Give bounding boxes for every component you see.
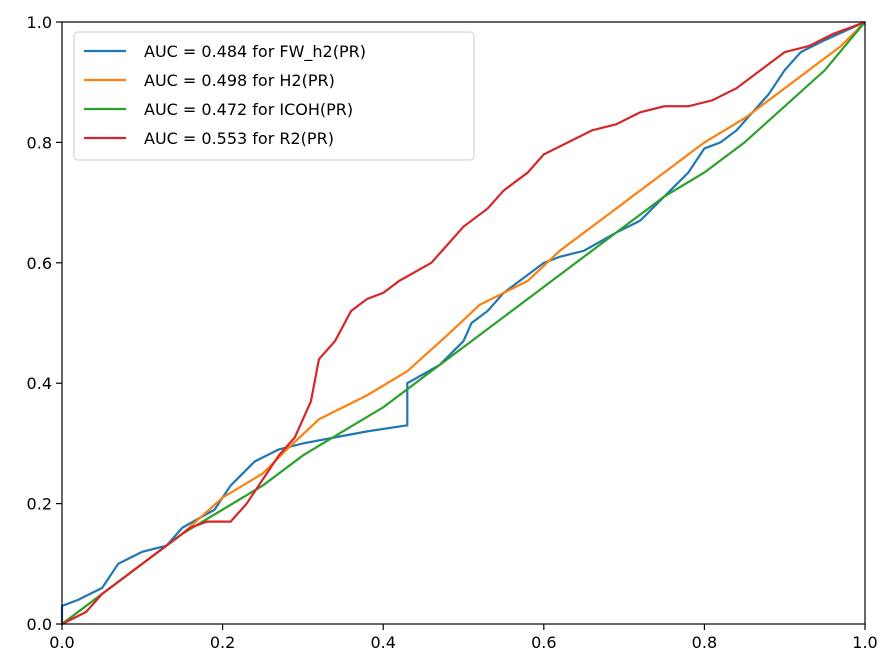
y-tick-label: 0.8 [27,133,52,152]
legend-label-2: AUC = 0.472 for ICOH(PR) [144,100,353,119]
x-tick-label: 0.2 [210,633,235,652]
x-axis: 0.0 0.2 0.4 0.6 0.8 1.0 [49,624,878,652]
y-tick-label: 1.0 [27,13,52,32]
y-tick-label: 0.0 [27,615,52,634]
x-tick-label: 0.4 [370,633,395,652]
legend: AUC = 0.484 for FW_h2(PR) AUC = 0.498 for… [73,31,475,161]
x-tick-label: 0.8 [692,633,717,652]
series-line-3 [61,20,866,625]
plot-area [60,20,866,625]
y-tick-label: 0.4 [27,374,52,393]
x-tick-label: 0.0 [49,633,74,652]
x-tick-label: 1.0 [852,633,877,652]
y-axis: 0.0 0.2 0.4 0.6 0.8 1.0 [27,13,62,634]
series-line-1 [61,21,866,625]
y-tick-label: 0.2 [27,495,52,514]
axes-frame [61,21,866,625]
y-tick-label: 0.6 [27,254,52,273]
series-line-0 [60,20,866,624]
legend-label-1: AUC = 0.498 for H2(PR) [144,71,335,90]
legend-label-3: AUC = 0.553 for R2(PR) [144,129,334,148]
legend-box [73,31,475,161]
x-tick-label: 0.6 [531,633,556,652]
legend-label-0: AUC = 0.484 for FW_h2(PR) [144,42,366,62]
